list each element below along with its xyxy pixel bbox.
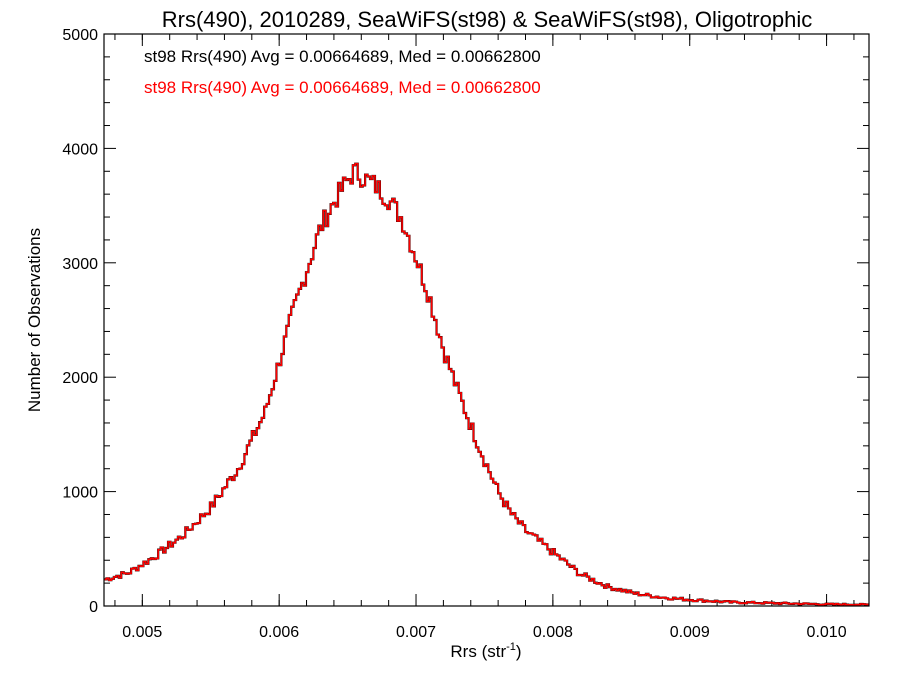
x-tick-label: 0.009: [670, 624, 710, 641]
y-tick-label: 4000: [62, 141, 98, 158]
histogram-series-black: [104, 162, 869, 607]
histogram-series-red: [104, 162, 869, 606]
x-tick-label: 0.010: [807, 624, 847, 641]
x-tick-label: 0.008: [533, 624, 573, 641]
chart-title: Rrs(490), 2010289, SeaWiFS(st98) & SeaWi…: [162, 7, 812, 32]
y-tick-label: 1000: [62, 485, 98, 502]
y-tick-label: 3000: [62, 256, 98, 273]
legend-entry-red: st98 Rrs(490) Avg = 0.00664689, Med = 0.…: [144, 78, 541, 97]
x-tick-label: 0.006: [259, 624, 299, 641]
y-tick-label: 2000: [62, 370, 98, 387]
y-tick-label: 0: [89, 599, 98, 616]
plot-frame: [103, 33, 870, 607]
legend-entry-black: st98 Rrs(490) Avg = 0.00664689, Med = 0.…: [144, 47, 541, 66]
x-tick-label: 0.005: [122, 624, 162, 641]
x-tick-label: 0.007: [396, 624, 436, 641]
x-axis-label: Rrs (str-1): [450, 641, 521, 661]
y-axis-label: Number of Observations: [25, 228, 44, 412]
y-tick-label: 5000: [62, 27, 98, 44]
histogram-series: [104, 162, 869, 607]
axis-ticks: 0.005 0.006 0.007 0.008 0.009 0.010 0 1000 2000 3…: [62, 27, 869, 641]
